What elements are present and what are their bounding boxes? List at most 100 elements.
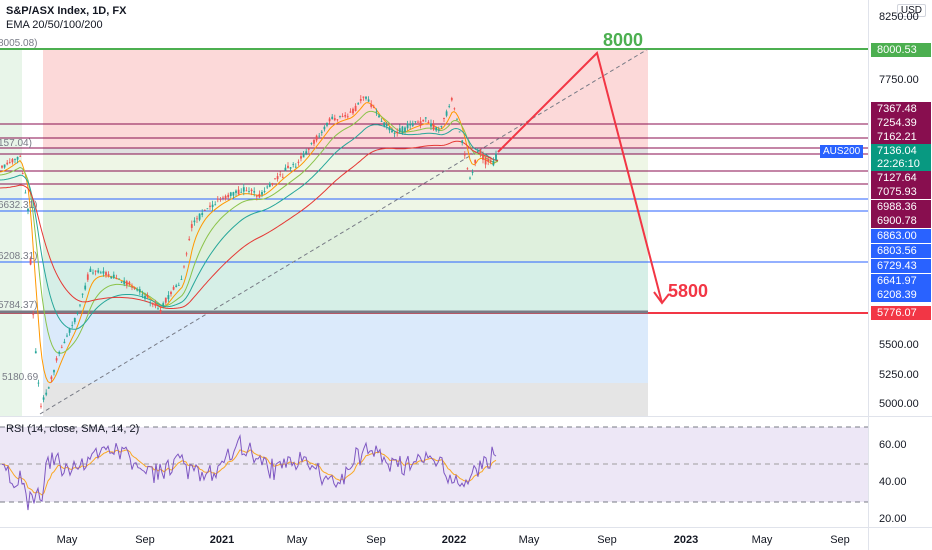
candle-body-48 (125, 281, 128, 285)
candle-body-120 (313, 139, 315, 144)
candle-body-43 (112, 274, 115, 278)
price-scale[interactable]: USD 8250.00 7750.00 5500.00 5250.00 5000… (868, 0, 932, 416)
candle-body-57 (149, 302, 152, 304)
fib-label-1: 8005.08) (0, 38, 38, 49)
candle-body-72 (188, 238, 191, 240)
fib-label-4: 6208.31) (0, 251, 38, 262)
candle-body-27 (71, 325, 74, 326)
candle-body-151 (393, 133, 396, 134)
candle-body-97 (253, 191, 256, 193)
candle-body-178 (463, 154, 466, 156)
trend-line-dashed[interactable] (39, 48, 649, 415)
time-axis[interactable]: May Sep 2021 May Sep 2022 May Sep 2023 M… (0, 527, 868, 550)
candle-body-14 (37, 382, 40, 384)
rsi-sma-line (1, 449, 497, 496)
price-label-3: 7162.21 (871, 130, 931, 144)
fib-label-3: 6632.31) (0, 200, 38, 211)
zone-gray-bottom (43, 383, 648, 416)
candle-body-123 (320, 131, 323, 133)
candle-body-45 (118, 278, 120, 280)
candle-body-148 (385, 124, 388, 126)
rsi-pane[interactable]: RSI (14, close, SMA, 14, 2) (0, 417, 868, 527)
candle-body-29 (76, 312, 79, 314)
projection-path[interactable] (497, 51, 663, 304)
candle-body-74 (193, 220, 196, 223)
candle-body-139 (362, 96, 365, 98)
price-label-7: 7075.93 (871, 185, 931, 199)
candle-body-114 (297, 161, 300, 163)
candle-body-73 (190, 224, 193, 228)
candle-body-156 (406, 123, 409, 129)
candle-body-65 (170, 291, 172, 295)
price-label-14: 6208.39 (871, 288, 931, 302)
pane-separator[interactable] (0, 416, 932, 417)
candle-body-169 (440, 125, 443, 127)
time-label-sep-2020: Sep (135, 534, 155, 546)
price-label-0: 8000.53 (871, 43, 931, 57)
price-label-5: 22:26:10 (871, 157, 931, 171)
candle-body-115 (300, 156, 302, 159)
candle-body-9 (24, 192, 27, 194)
target-5800-annotation[interactable]: 5800 (668, 281, 709, 301)
candle-body-81 (211, 204, 214, 208)
candle-body-21 (55, 358, 58, 361)
rsi-scale[interactable]: 60.00 40.00 20.00 (868, 417, 932, 527)
candle-body-122 (318, 135, 321, 137)
ema-line-2 (0, 124, 499, 330)
candle-body-102 (266, 186, 269, 188)
candle-body-40 (105, 272, 107, 276)
candle-body-109 (284, 167, 287, 171)
target-8000-annotation[interactable]: 8000 (603, 30, 644, 50)
candle-body-5 (14, 159, 16, 160)
price-chart-pane[interactable]: S&P/ASX Index, 1D, FX EMA 20/50/100/200 … (0, 0, 868, 416)
price-label-6: 7127.64 (871, 171, 931, 185)
candle-body-85 (222, 197, 224, 199)
candle-body-20 (53, 369, 55, 373)
candle-body-118 (307, 148, 310, 150)
candle-body-88 (229, 192, 232, 196)
rsi-legend[interactable]: RSI (14, close, SMA, 14, 2) (6, 423, 140, 435)
time-label-may-2021: May (286, 534, 308, 546)
candle-body-116 (302, 153, 305, 158)
indicator-label[interactable]: EMA 20/50/100/200 (6, 19, 103, 31)
candle-body-83 (216, 198, 219, 200)
candle-body-130 (339, 115, 341, 117)
candle-body-52 (136, 289, 139, 291)
candle-body-49 (128, 282, 131, 285)
candle-body-155 (404, 127, 406, 132)
candle-body-38 (99, 272, 102, 274)
currency-badge[interactable]: USD (896, 4, 926, 17)
candle-body-28 (73, 318, 76, 323)
candle-body-13 (34, 351, 37, 354)
time-label-may-2023: May (751, 534, 773, 546)
price-chart-svg[interactable] (0, 0, 868, 416)
candle-body-77 (201, 213, 204, 215)
candle-body-56 (146, 295, 149, 297)
candle-body-101 (263, 191, 266, 192)
candle-body-137 (357, 103, 360, 105)
candle-body-167 (435, 127, 438, 131)
zone-lightgreen (43, 154, 648, 211)
candle-body-24 (63, 341, 66, 344)
rsi-svg[interactable] (0, 417, 868, 527)
candle-body-162 (422, 119, 425, 122)
candle-body-112 (292, 164, 295, 165)
candle-body-135 (352, 108, 354, 114)
rsi-tick-20: 20.00 (879, 513, 907, 525)
candle-body-126 (328, 118, 331, 122)
zone-red (43, 49, 648, 148)
candle-body-22 (58, 351, 61, 354)
fib-label-5: 5784.37) (0, 300, 38, 311)
candle-body-55 (144, 295, 146, 299)
candle-body-12 (32, 314, 35, 316)
candle-body-42 (110, 276, 113, 279)
candle-body-50 (131, 286, 133, 288)
candle-body-10 (27, 208, 29, 211)
candle-body-185 (482, 154, 484, 160)
candle-body-161 (419, 121, 422, 126)
time-label-sep-2021: Sep (366, 534, 386, 546)
symbol-title[interactable]: S&P/ASX Index, 1D, FX (6, 5, 127, 17)
candle-body-64 (167, 295, 170, 300)
zone-green (43, 211, 648, 262)
candle-body-189 (492, 160, 495, 166)
